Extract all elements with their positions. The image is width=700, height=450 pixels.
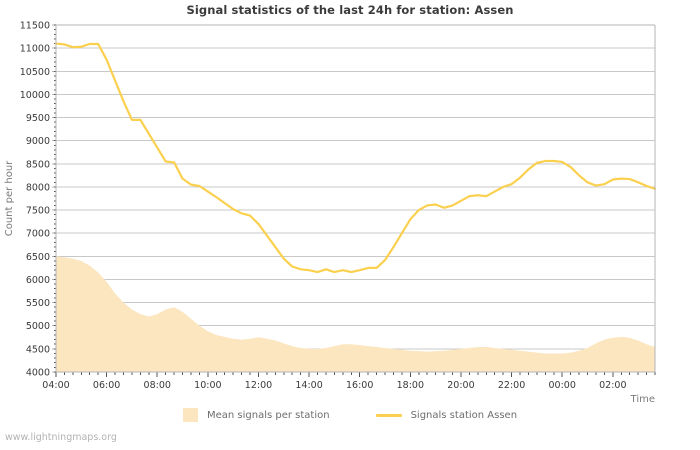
svg-text:12:00: 12:00	[245, 380, 272, 391]
svg-text:7000: 7000	[26, 229, 50, 240]
svg-text:04:00: 04:00	[42, 380, 69, 391]
svg-text:06:00: 06:00	[93, 380, 120, 391]
svg-text:11000: 11000	[20, 44, 50, 55]
chart-title: Signal statistics of the last 24h for st…	[186, 3, 514, 17]
svg-text:7500: 7500	[26, 206, 50, 217]
svg-text:16:00: 16:00	[346, 380, 373, 391]
legend-area-swatch-icon	[182, 408, 198, 422]
legend-line-swatch-icon	[375, 413, 402, 417]
legend-label-station: Signals station Assen	[410, 409, 518, 421]
svg-text:18:00: 18:00	[397, 380, 424, 391]
legend-label-mean: Mean signals per station	[206, 409, 330, 421]
y-axis-title: Count per hour	[4, 160, 15, 236]
svg-text:6500: 6500	[26, 252, 50, 263]
svg-text:10000: 10000	[20, 90, 50, 101]
svg-text:14:00: 14:00	[295, 380, 322, 391]
watermark: www.lightningmaps.org	[5, 432, 117, 443]
svg-text:00:00: 00:00	[549, 380, 576, 391]
svg-text:10500: 10500	[20, 67, 50, 78]
svg-text:22:00: 22:00	[498, 380, 525, 391]
svg-text:11500: 11500	[20, 21, 50, 32]
svg-text:8500: 8500	[26, 159, 50, 170]
svg-text:02:00: 02:00	[599, 380, 626, 391]
x-axis-title: Time	[630, 394, 655, 405]
svg-text:9000: 9000	[26, 136, 50, 147]
svg-text:4000: 4000	[26, 368, 50, 379]
svg-text:8000: 8000	[26, 182, 50, 193]
svg-text:6000: 6000	[26, 275, 50, 286]
legend-item-mean[interactable]: Mean signals per station	[182, 408, 330, 422]
legend-item-station[interactable]: Signals station Assen	[375, 409, 518, 421]
svg-text:9500: 9500	[26, 113, 50, 124]
chart-legend: Mean signals per station Signals station…	[0, 408, 700, 422]
svg-text:5000: 5000	[26, 321, 50, 332]
svg-text:08:00: 08:00	[144, 380, 171, 391]
svg-text:20:00: 20:00	[447, 380, 474, 391]
svg-text:4500: 4500	[26, 344, 50, 355]
svg-text:5500: 5500	[26, 298, 50, 309]
svg-text:10:00: 10:00	[194, 380, 221, 391]
